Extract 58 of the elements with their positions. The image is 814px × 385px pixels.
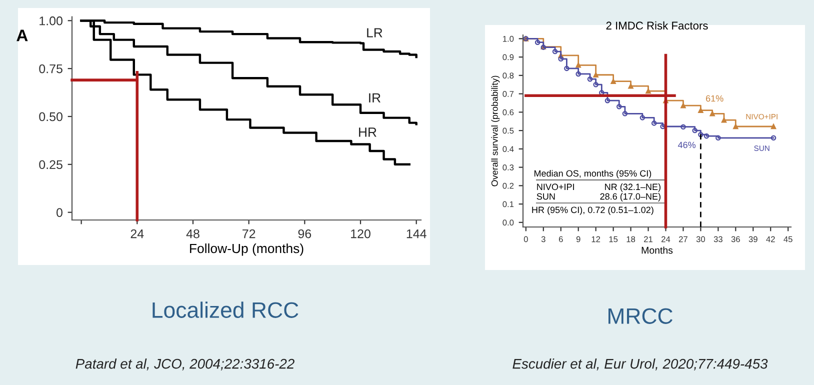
annotation: 28.6 (17.0–NE) <box>600 193 660 202</box>
x-tick-label: 21 <box>644 236 652 242</box>
y-tick-label: 0.8 <box>502 72 514 79</box>
y-tick-label: 0.2 <box>502 182 514 189</box>
annotation: Median OS, months (95% CI) <box>534 170 652 178</box>
series-label: IR <box>369 93 380 102</box>
x-tick-label: 45 <box>784 236 792 242</box>
y-tick-label: 1.0 <box>503 36 514 42</box>
y-tick-label: 0.9 <box>502 54 514 60</box>
y-tick-label: 0.50 <box>39 112 62 122</box>
x-tick-label: 144 <box>406 229 426 238</box>
x-tick-label: 24 <box>130 229 144 238</box>
annotation: SUN <box>536 193 555 200</box>
text: A <box>16 30 28 42</box>
y-tick-label: 0.0 <box>502 220 514 226</box>
annotation: 46% <box>678 142 696 148</box>
annotation: 61% <box>706 95 724 102</box>
annotation: NR (32.1–NE) <box>605 183 660 192</box>
x-tick-label: 0 <box>524 236 528 242</box>
y-tick-label: 0.3 <box>502 164 514 170</box>
y-tick-label: 1.00 <box>40 16 62 26</box>
y-axis-title: Overall survival (probability) <box>491 76 500 186</box>
y-tick-label: 0.1 <box>502 201 514 208</box>
x-tick-label: 120 <box>351 229 370 238</box>
annotation: NIVO+IPI <box>537 184 574 190</box>
chart-title: 2 IMDC Risk Factors <box>606 21 708 30</box>
x-tick-label: 12 <box>592 236 600 242</box>
x-tick-label: 72 <box>242 229 256 238</box>
y-tick-label: 0.6 <box>502 109 514 116</box>
x-tick-label: 36 <box>731 236 740 242</box>
y-tick-label: 0.25 <box>39 160 62 170</box>
text: MRCC <box>608 308 672 324</box>
series-label: HR <box>359 128 376 137</box>
x-axis-title: Follow-Up (months) <box>190 243 304 256</box>
x-tick-label: 33 <box>714 236 722 242</box>
x-tick-label: 96 <box>298 229 312 238</box>
y-tick-label: 0.4 <box>502 146 514 152</box>
text: Escudier et al, Eur Urol, 2020;77:449-453 <box>512 358 768 370</box>
annotation: HR (95% CI), 0.72 (0.51–1.02) <box>532 206 654 215</box>
x-tick-label: 3 <box>541 236 546 242</box>
x-tick-label: 30 <box>696 236 706 242</box>
series-label: LR <box>367 28 382 38</box>
x-tick-label: 15 <box>609 236 618 242</box>
y-tick-label: 0.5 <box>502 128 514 134</box>
x-tick-label: 6 <box>558 236 563 242</box>
y-tick-label: 0.75 <box>39 64 62 74</box>
x-tick-label: 27 <box>679 236 688 242</box>
text: Localized RCC <box>152 302 298 318</box>
y-tick-label: 0 <box>56 208 62 217</box>
x-tick-label: 42 <box>766 236 775 242</box>
x-tick-label: 24 <box>662 236 670 242</box>
text: Patard et al, JCO, 2004;22:3316-22 <box>76 358 294 370</box>
x-tick-label: 18 <box>626 236 636 242</box>
x-tick-label: 9 <box>576 236 580 242</box>
x-tick-label: 48 <box>186 229 200 238</box>
x-axis-title: Months <box>642 246 673 254</box>
y-tick-label: 0.7 <box>502 90 514 97</box>
x-tick-label: 39 <box>748 236 758 242</box>
